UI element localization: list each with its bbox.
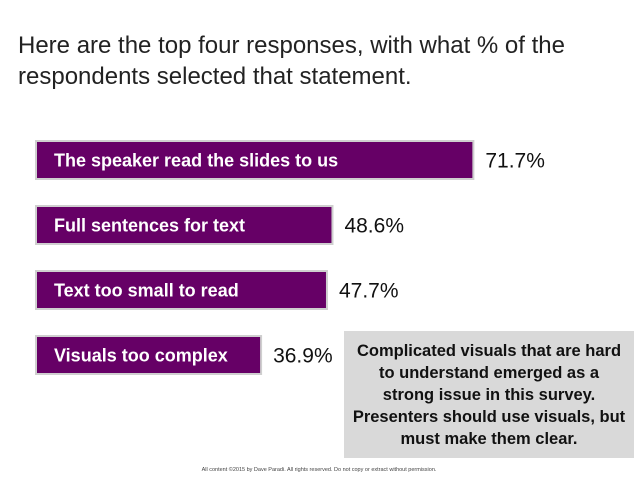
- bar-3: [35, 270, 328, 310]
- value-label-3: 47.7%: [339, 280, 399, 303]
- slide-title: Here are the top four responses, with wh…: [18, 32, 565, 90]
- bar-4: [35, 335, 263, 375]
- bar-label-4: Visuals too complex: [54, 346, 228, 366]
- bar-label-3: Text too small to read: [54, 281, 239, 301]
- callout-box: Complicated visuals that are hard to und…: [344, 331, 634, 458]
- bar-1: [35, 140, 475, 180]
- copyright-footer: All content ©2015 by Dave Paradi. All ri…: [201, 467, 437, 473]
- bar-label-1: The speaker read the slides to us: [54, 151, 338, 171]
- bar-2: [35, 205, 334, 245]
- value-label-2: 48.6%: [344, 215, 404, 238]
- value-label-1: 71.7%: [485, 150, 545, 173]
- bar-label-2: Full sentences for text: [54, 216, 245, 236]
- callout-text: Complicated visuals that are hard to und…: [352, 341, 626, 448]
- value-label-4: 36.9%: [273, 345, 333, 368]
